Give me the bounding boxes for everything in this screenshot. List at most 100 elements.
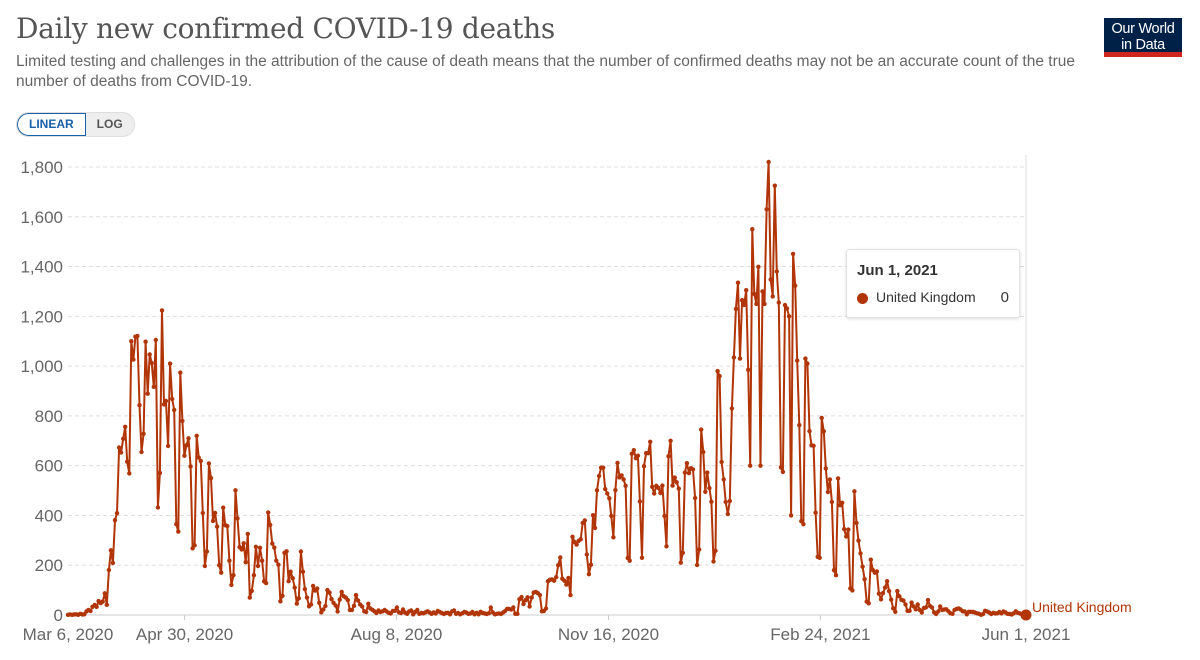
data-point[interactable] [601,465,606,470]
data-point[interactable] [257,545,263,550]
data-point[interactable] [143,339,148,344]
data-point[interactable] [290,576,295,581]
data-point[interactable] [835,476,841,481]
data-point[interactable] [938,604,943,609]
data-point[interactable] [176,529,181,534]
data-point[interactable] [660,483,665,488]
data-point[interactable] [235,516,240,521]
data-point[interactable] [760,289,765,294]
data-point[interactable] [801,522,806,527]
data-point[interactable] [854,520,859,526]
data-point[interactable] [607,496,612,501]
data-point[interactable] [705,470,710,475]
data-point[interactable] [217,563,222,568]
data-point[interactable] [153,337,158,343]
data-point[interactable] [135,333,140,339]
data-point[interactable] [588,562,594,567]
data-point[interactable] [621,477,626,482]
data-point[interactable] [296,596,301,601]
data-point[interactable] [521,601,526,607]
data-point[interactable] [652,491,657,496]
data-point[interactable] [214,524,220,529]
data-point[interactable] [868,557,873,562]
data-point[interactable] [451,608,457,613]
data-point[interactable] [778,465,784,470]
data-point[interactable] [225,523,230,529]
data-point[interactable] [731,355,737,360]
data-point[interactable] [744,288,749,293]
data-point[interactable] [635,453,641,458]
data-point[interactable] [590,513,596,518]
data-point[interactable] [666,454,671,459]
data-point[interactable] [584,552,589,557]
data-point[interactable] [161,402,167,407]
data-point[interactable] [825,489,831,495]
data-point[interactable] [345,597,350,603]
data-point[interactable] [723,499,728,505]
data-point[interactable] [813,510,818,515]
data-point[interactable] [566,575,571,581]
data-point[interactable] [562,578,567,583]
data-point[interactable] [141,431,146,436]
data-point[interactable] [784,306,790,311]
data-point[interactable] [897,594,902,599]
data-point[interactable] [627,558,632,563]
data-point[interactable] [650,484,655,489]
data-point[interactable] [519,594,524,600]
data-point[interactable] [145,391,150,396]
data-point[interactable] [682,470,688,475]
data-point[interactable] [302,586,308,592]
data-point[interactable] [874,569,880,574]
data-point[interactable] [239,547,244,552]
data-point[interactable] [748,463,753,468]
data-point[interactable] [172,407,177,413]
data-point[interactable] [198,458,203,464]
data-point[interactable] [321,607,326,612]
data-point[interactable] [725,511,730,517]
data-point[interactable] [300,569,306,574]
data-point[interactable] [764,207,769,212]
data-point[interactable] [637,499,643,504]
data-point[interactable] [525,595,530,600]
data-point[interactable] [907,608,912,613]
data-point[interactable] [186,436,191,441]
data-point[interactable] [121,436,126,441]
series-end-label[interactable]: United Kingdom [1032,599,1132,615]
data-point[interactable] [488,605,493,610]
data-point[interactable] [511,605,516,610]
data-point[interactable] [929,605,935,610]
data-point[interactable] [697,547,702,552]
data-point[interactable] [915,602,920,607]
data-point[interactable] [772,183,777,188]
data-point[interactable] [923,605,929,610]
data-point[interactable] [909,600,914,605]
highlighted-point[interactable] [1020,609,1032,621]
data-point[interactable] [339,589,344,595]
data-point[interactable] [699,427,704,432]
data-point[interactable] [247,595,252,600]
data-point[interactable] [790,251,796,257]
data-point[interactable] [811,443,816,448]
data-point[interactable] [276,562,281,567]
data-point[interactable] [125,459,130,464]
data-point[interactable] [118,450,124,455]
data-point[interactable] [596,473,602,479]
data-point[interactable] [392,608,397,613]
data-point[interactable] [127,471,132,476]
data-point[interactable] [754,301,759,307]
data-point[interactable] [733,306,739,312]
data-point[interactable] [735,280,741,285]
data-point[interactable] [329,596,334,602]
data-point[interactable] [104,602,110,607]
data-point[interactable] [980,611,986,617]
data-point[interactable] [768,277,773,282]
data-point[interactable] [856,538,861,543]
data-point[interactable] [210,518,216,524]
data-point[interactable] [527,604,532,609]
data-point[interactable] [631,448,636,453]
data-point[interactable] [192,543,197,548]
data-point[interactable] [167,361,173,366]
data-point[interactable] [116,445,122,450]
data-point[interactable] [817,555,822,560]
data-point[interactable] [623,483,628,488]
